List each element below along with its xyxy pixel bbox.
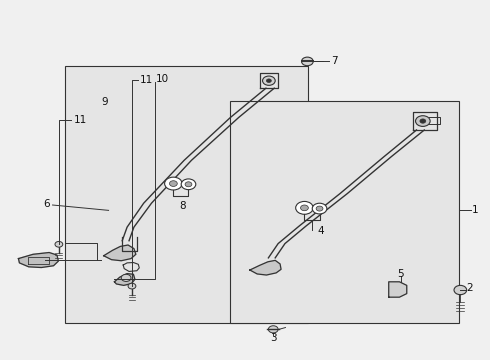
Polygon shape — [104, 245, 136, 261]
Circle shape — [416, 116, 430, 126]
Circle shape — [316, 206, 323, 211]
Circle shape — [181, 179, 196, 190]
Circle shape — [170, 181, 177, 186]
Circle shape — [128, 283, 136, 289]
Circle shape — [295, 202, 313, 214]
Bar — [230, 102, 460, 323]
Circle shape — [420, 119, 426, 123]
Circle shape — [263, 76, 275, 85]
Text: 6: 6 — [43, 199, 49, 209]
Polygon shape — [19, 252, 58, 267]
Circle shape — [185, 182, 192, 187]
Circle shape — [454, 285, 466, 295]
Circle shape — [300, 205, 308, 211]
Circle shape — [269, 326, 278, 333]
Text: 7: 7 — [331, 57, 338, 66]
Text: 10: 10 — [156, 74, 169, 84]
Circle shape — [121, 274, 131, 282]
Text: 1: 1 — [472, 205, 478, 215]
Circle shape — [312, 203, 327, 214]
Bar — [65, 66, 308, 323]
Text: 8: 8 — [179, 201, 185, 211]
Polygon shape — [389, 282, 407, 297]
Polygon shape — [250, 260, 281, 275]
Circle shape — [55, 242, 63, 247]
Circle shape — [267, 79, 271, 82]
Circle shape — [301, 57, 313, 66]
Text: 3: 3 — [270, 333, 276, 343]
Text: 11: 11 — [140, 75, 153, 85]
Text: 5: 5 — [397, 269, 404, 279]
Text: 4: 4 — [317, 226, 324, 237]
Text: 9: 9 — [101, 97, 108, 107]
Circle shape — [165, 177, 182, 190]
Text: 2: 2 — [466, 283, 472, 293]
Polygon shape — [115, 274, 135, 285]
Text: 11: 11 — [74, 115, 87, 125]
